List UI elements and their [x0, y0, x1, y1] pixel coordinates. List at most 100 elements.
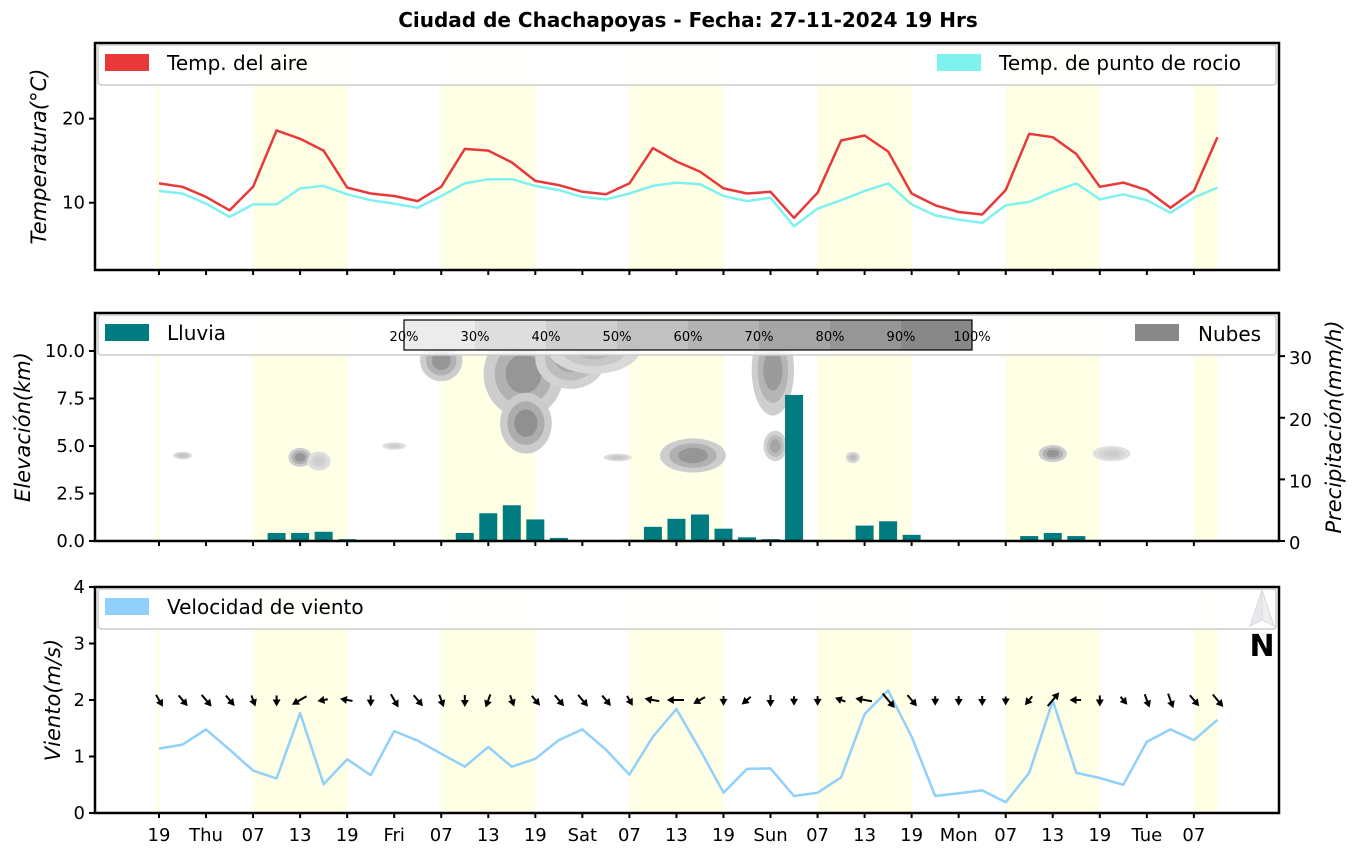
wind-arrow-head [855, 695, 863, 704]
y2-tick-label: 30 [1289, 348, 1312, 369]
wind-arrow-head [1215, 699, 1224, 707]
x-tick-label: 19 [712, 825, 735, 846]
rain-bar [902, 534, 921, 541]
wind-arrow-head [978, 699, 987, 706]
rain-bar [879, 521, 898, 541]
wind-arrow-head [834, 696, 843, 704]
wind-arrow-shaft [509, 694, 514, 702]
day-band [1193, 587, 1218, 813]
colorbar-segment [688, 320, 760, 350]
wind-arrow-head [508, 698, 516, 707]
wind-arrow-head [1167, 700, 1175, 709]
legend-box [97, 588, 1277, 630]
x-tick-label: 19 [336, 825, 359, 846]
colorbar-label: 90% [887, 330, 916, 345]
legend-swatch [105, 54, 149, 71]
rain-bar [314, 531, 333, 541]
series-line [158, 129, 1219, 220]
wind-arrow-head [556, 698, 565, 707]
cloud-cover-contour [849, 454, 857, 460]
y-tick-label: 20 [62, 109, 85, 130]
colorbar-segment [617, 320, 689, 350]
cloud-cover-contour [1103, 450, 1121, 458]
rain-bar [738, 537, 756, 541]
colorbar-label: 70% [745, 330, 774, 345]
wind-arrow [554, 694, 565, 707]
wind-arrow [931, 696, 940, 706]
wind-arrow-shaft [650, 698, 660, 703]
y-axis-title: Elevación(km) [11, 352, 35, 502]
wind-arrow-head [291, 697, 300, 705]
wind-arrow-head [887, 700, 895, 708]
wind-arrow-head [415, 698, 423, 707]
wind-arrow [272, 695, 281, 707]
wind-arrow-head [1143, 699, 1151, 708]
wind-arrow-shaft [1143, 693, 1149, 703]
rain-bar [1020, 536, 1039, 541]
wind-arrow-head [204, 698, 212, 707]
chart-layer: 10 20 0.0 2.5 5.0 7.5 10.0 0 10 20 30 0 1 2 3 4 N 19 Thu 07… [11, 41, 1346, 846]
y-tick-label: 4 [74, 577, 85, 598]
axes-frame [93, 311, 1281, 543]
wind-arrow-head [366, 699, 375, 707]
colorbar-label: 20% [390, 330, 419, 345]
wind-arrow-shaft [155, 694, 161, 703]
colorbar-label: 50% [603, 330, 632, 345]
legend-label: Lluvia [167, 321, 226, 345]
wind-arrow-head [1119, 696, 1128, 705]
y2-tick-label: 10 [1289, 471, 1312, 492]
wind-arrow [766, 695, 775, 707]
rain-bar [526, 519, 545, 541]
x-tick-label: Sat [568, 825, 598, 846]
rain-bar [667, 518, 686, 541]
legend-swatch [105, 324, 149, 341]
y-tick-label: 10 [62, 193, 85, 214]
wind-arrow-head [931, 698, 940, 706]
cloud-cover-contour [178, 453, 187, 458]
rain-bar [455, 532, 474, 541]
rain-bar [714, 528, 733, 541]
wind-arrow [1189, 694, 1200, 707]
y-tick-label: 0 [74, 803, 85, 824]
x-tick-label: 07 [994, 825, 1017, 846]
day-band [157, 43, 160, 270]
colorbar-label: 80% [816, 330, 845, 345]
rain-bar [291, 532, 310, 541]
wind-arrow-head [693, 696, 702, 704]
axes-frame [93, 41, 1281, 272]
y-tick-label: 7.5 [56, 389, 85, 410]
series-line [158, 177, 1218, 228]
rain-bar [785, 394, 804, 541]
wind-arrow-shaft [390, 693, 397, 703]
wind-arrow [834, 696, 846, 704]
wind-arrow [644, 695, 660, 704]
wind-arrow [906, 694, 917, 707]
wind-arrow-head [460, 700, 469, 708]
cloud-cover-contour [388, 444, 400, 448]
wind-arrow [666, 696, 685, 704]
wind-arrow [531, 695, 541, 706]
wind-arrow-shaft [296, 695, 308, 703]
x-tick-label: 07 [1182, 825, 1205, 846]
series-line [158, 689, 1219, 804]
wind-arrow [954, 696, 963, 706]
y-tick-label: 5.0 [56, 436, 85, 457]
cloud-cover-contour [505, 354, 542, 394]
wind-arrow-head [580, 698, 588, 707]
wind-arrow [1046, 692, 1060, 707]
y-tick-label: 10.0 [45, 341, 85, 362]
cloud-cover-contour [763, 349, 783, 391]
cloud-cover-contour [313, 456, 325, 466]
colorbar-segment [830, 320, 902, 350]
axes-frame [93, 585, 1281, 815]
wind-arrow [437, 694, 446, 708]
cloud-cover-contour [678, 447, 708, 464]
wind-arrow-head [484, 699, 492, 708]
x-tick-label: 13 [477, 825, 500, 846]
wind-arrow [978, 696, 987, 706]
x-tick-label: 19 [1088, 825, 1111, 846]
north-label: N [1249, 629, 1274, 664]
wind-arrow [339, 695, 353, 704]
wind-arrow [200, 694, 212, 707]
